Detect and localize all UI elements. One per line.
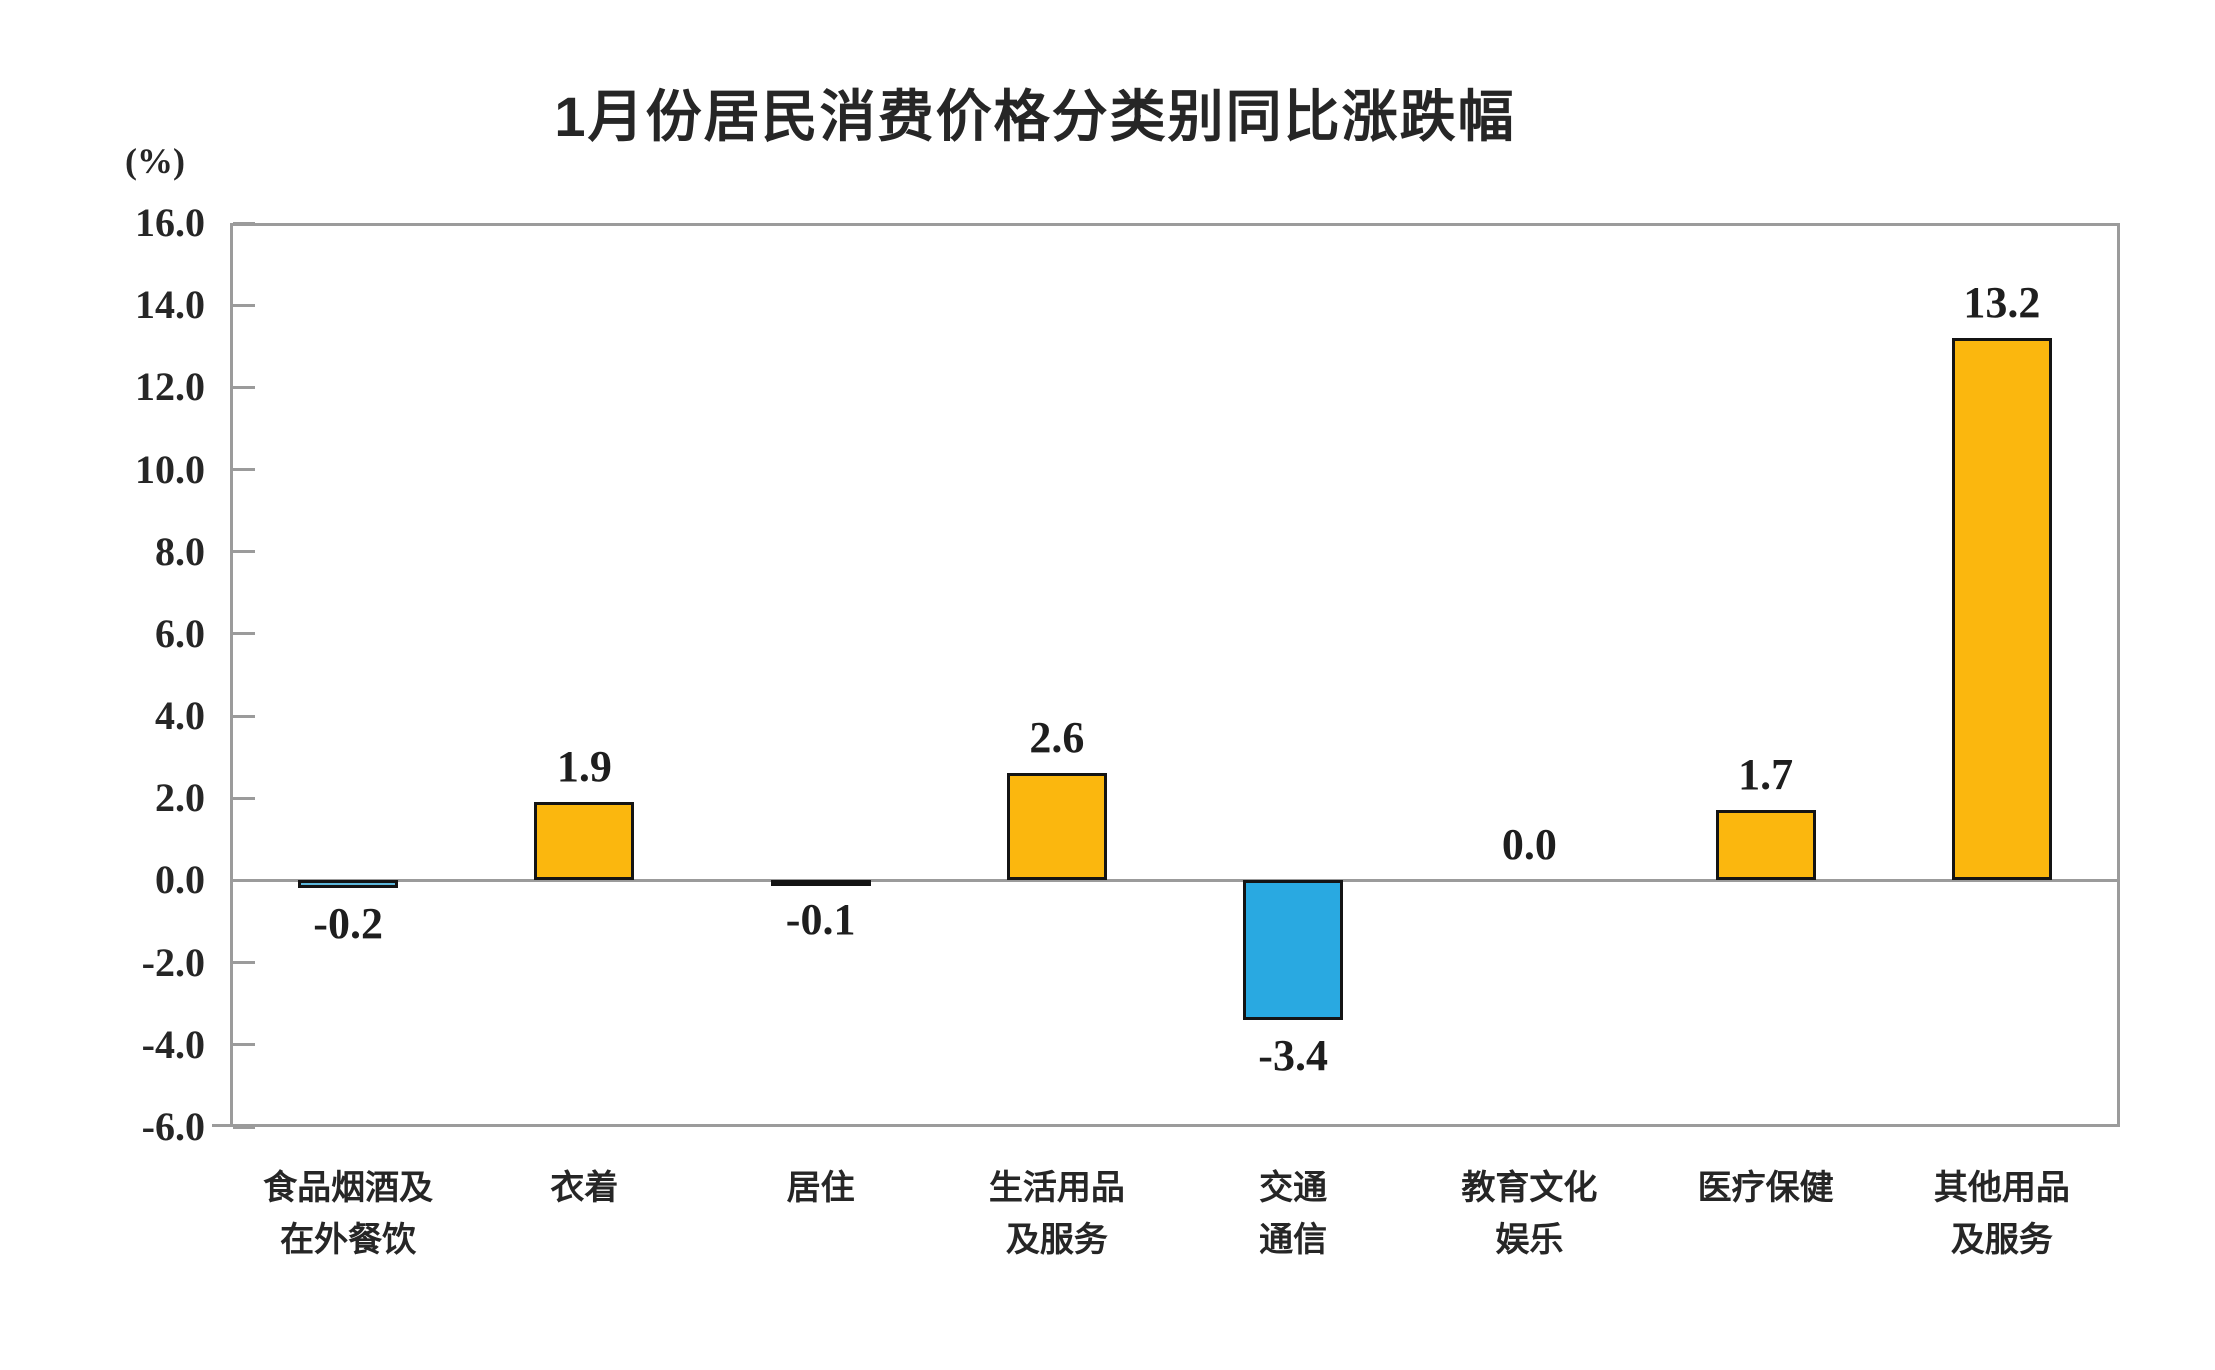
plot-area (230, 223, 2120, 1127)
y-axis-tick (233, 961, 255, 965)
x-axis-category-label: 医疗保健 (1697, 1169, 1834, 1207)
y-axis-tick (233, 1125, 255, 1129)
bar-positive (1006, 773, 1107, 881)
y-axis-tick-label: 6.0 (155, 610, 205, 656)
bar-value-label: -3.4 (1258, 1031, 1328, 1081)
y-axis-tick (233, 550, 255, 554)
y-axis-unit-label: (%) (125, 141, 185, 181)
x-axis-corner-tick (212, 1124, 230, 1127)
y-axis-tick-label: 14.0 (135, 282, 205, 328)
bar-negative (770, 880, 871, 887)
y-axis-tick-label: -2.0 (141, 939, 205, 985)
y-axis-tick-label: -4.0 (141, 1021, 205, 1067)
bar-negative (298, 880, 399, 889)
bar-value-label: 1.7 (1738, 750, 1794, 800)
bar-value-label: 0.0 (1501, 820, 1557, 870)
x-axis-category-label: 居住 (786, 1169, 855, 1207)
y-axis-tick-label: 10.0 (135, 446, 205, 492)
bar-value-label: -0.1 (785, 895, 856, 945)
y-axis-tick (233, 468, 255, 472)
y-axis-tick (233, 714, 255, 718)
y-axis-tick (233, 303, 255, 307)
x-axis-category-label: 教育文化 娱乐 (1461, 1169, 1598, 1259)
x-axis-category-label: 生活用品 及服务 (988, 1169, 1125, 1259)
y-axis-tick (233, 385, 255, 389)
y-axis-tick (233, 221, 255, 225)
bar-value-label: 13.2 (1963, 278, 2041, 328)
bar-value-label: -0.2 (313, 899, 383, 949)
bar-value-label: 2.6 (1029, 713, 1085, 763)
bar-positive (534, 802, 635, 881)
y-axis-tick (233, 1043, 255, 1047)
y-axis-tick-label: 4.0 (155, 693, 205, 739)
y-axis-tick-label: 8.0 (155, 528, 205, 574)
chart-title: 1月份居民消费价格分类别同比涨跌幅 (554, 85, 1516, 148)
y-axis-tick (233, 796, 255, 800)
zero-baseline (230, 878, 2120, 882)
x-axis-category-label: 交通 通信 (1259, 1169, 1328, 1259)
y-axis-tick-label: 12.0 (135, 364, 205, 410)
y-axis-tick-label: -6.0 (141, 1104, 205, 1149)
bar-negative (1243, 880, 1344, 1021)
y-axis-tick-label: 16.0 (135, 200, 205, 245)
bar-positive (1715, 810, 1816, 881)
x-axis-category-label: 食品烟酒及 在外餐饮 (263, 1169, 434, 1259)
y-axis-tick-label: 0.0 (155, 857, 205, 903)
x-axis-category-label: 其他用品 及服务 (1933, 1169, 2070, 1259)
y-axis-tick (233, 632, 255, 636)
x-axis-category-label: 衣着 (550, 1169, 619, 1207)
y-axis-tick-label: 2.0 (155, 775, 205, 821)
bar-positive (1951, 338, 2052, 881)
bar-value-label: 1.9 (556, 742, 612, 792)
